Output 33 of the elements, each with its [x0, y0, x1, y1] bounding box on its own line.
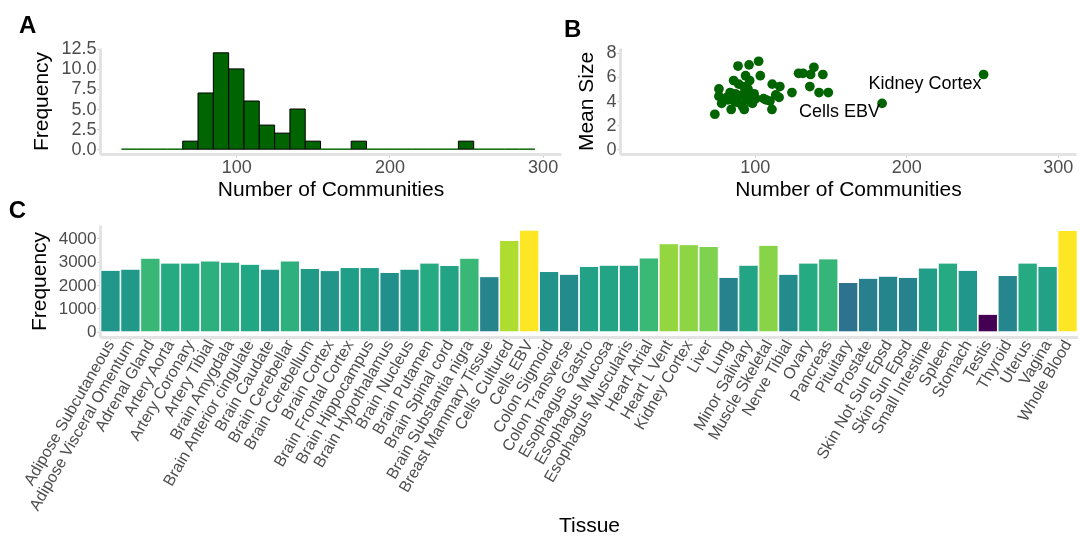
x-tick-label: 100 [221, 156, 252, 177]
y-tick-label: 1000 [58, 298, 97, 318]
y-tick-label: 4000 [58, 228, 97, 248]
y-tick-label: 0 [87, 322, 97, 342]
y-tick-label: 12.5 [61, 38, 97, 59]
x-axis-title: Number of Communities [735, 176, 962, 200]
annotation: Cells EBV [799, 101, 881, 122]
y-tick-label: 3000 [58, 252, 97, 272]
x-tick-label: 100 [740, 156, 771, 177]
y-tick-label: 5.0 [71, 98, 97, 119]
y-tick-label: 2000 [58, 275, 97, 295]
y-tick-label: 6 [606, 66, 617, 87]
chart-title: A [18, 10, 37, 38]
annotation: Kidney Cortex [868, 72, 982, 93]
x-axis-title: Tissue [558, 513, 621, 537]
x-tick-label: 300 [528, 156, 559, 177]
x-tick-label: 200 [891, 156, 922, 177]
y-tick-label: 7.5 [71, 78, 97, 99]
y-axis-title: Frequency [29, 51, 53, 152]
x-tick-label: 300 [1043, 156, 1074, 177]
y-tick-label: 0 [606, 138, 617, 159]
y-tick-label: 10.0 [61, 58, 97, 79]
y-axis-title: Frequency [26, 231, 50, 332]
y-tick-label: 2.5 [71, 118, 97, 139]
x-tick-label: 200 [374, 156, 405, 177]
y-tick-label: 0.0 [71, 138, 97, 159]
y-tick-label: 2 [606, 114, 617, 135]
chart-title: C [8, 196, 27, 223]
y-tick-label: 4 [606, 90, 617, 111]
x-axis-title: Number of Communities [217, 176, 445, 200]
chart-title: B [563, 14, 582, 42]
y-axis-title: Mean Size [574, 51, 598, 152]
y-tick-label: 8 [606, 42, 617, 63]
